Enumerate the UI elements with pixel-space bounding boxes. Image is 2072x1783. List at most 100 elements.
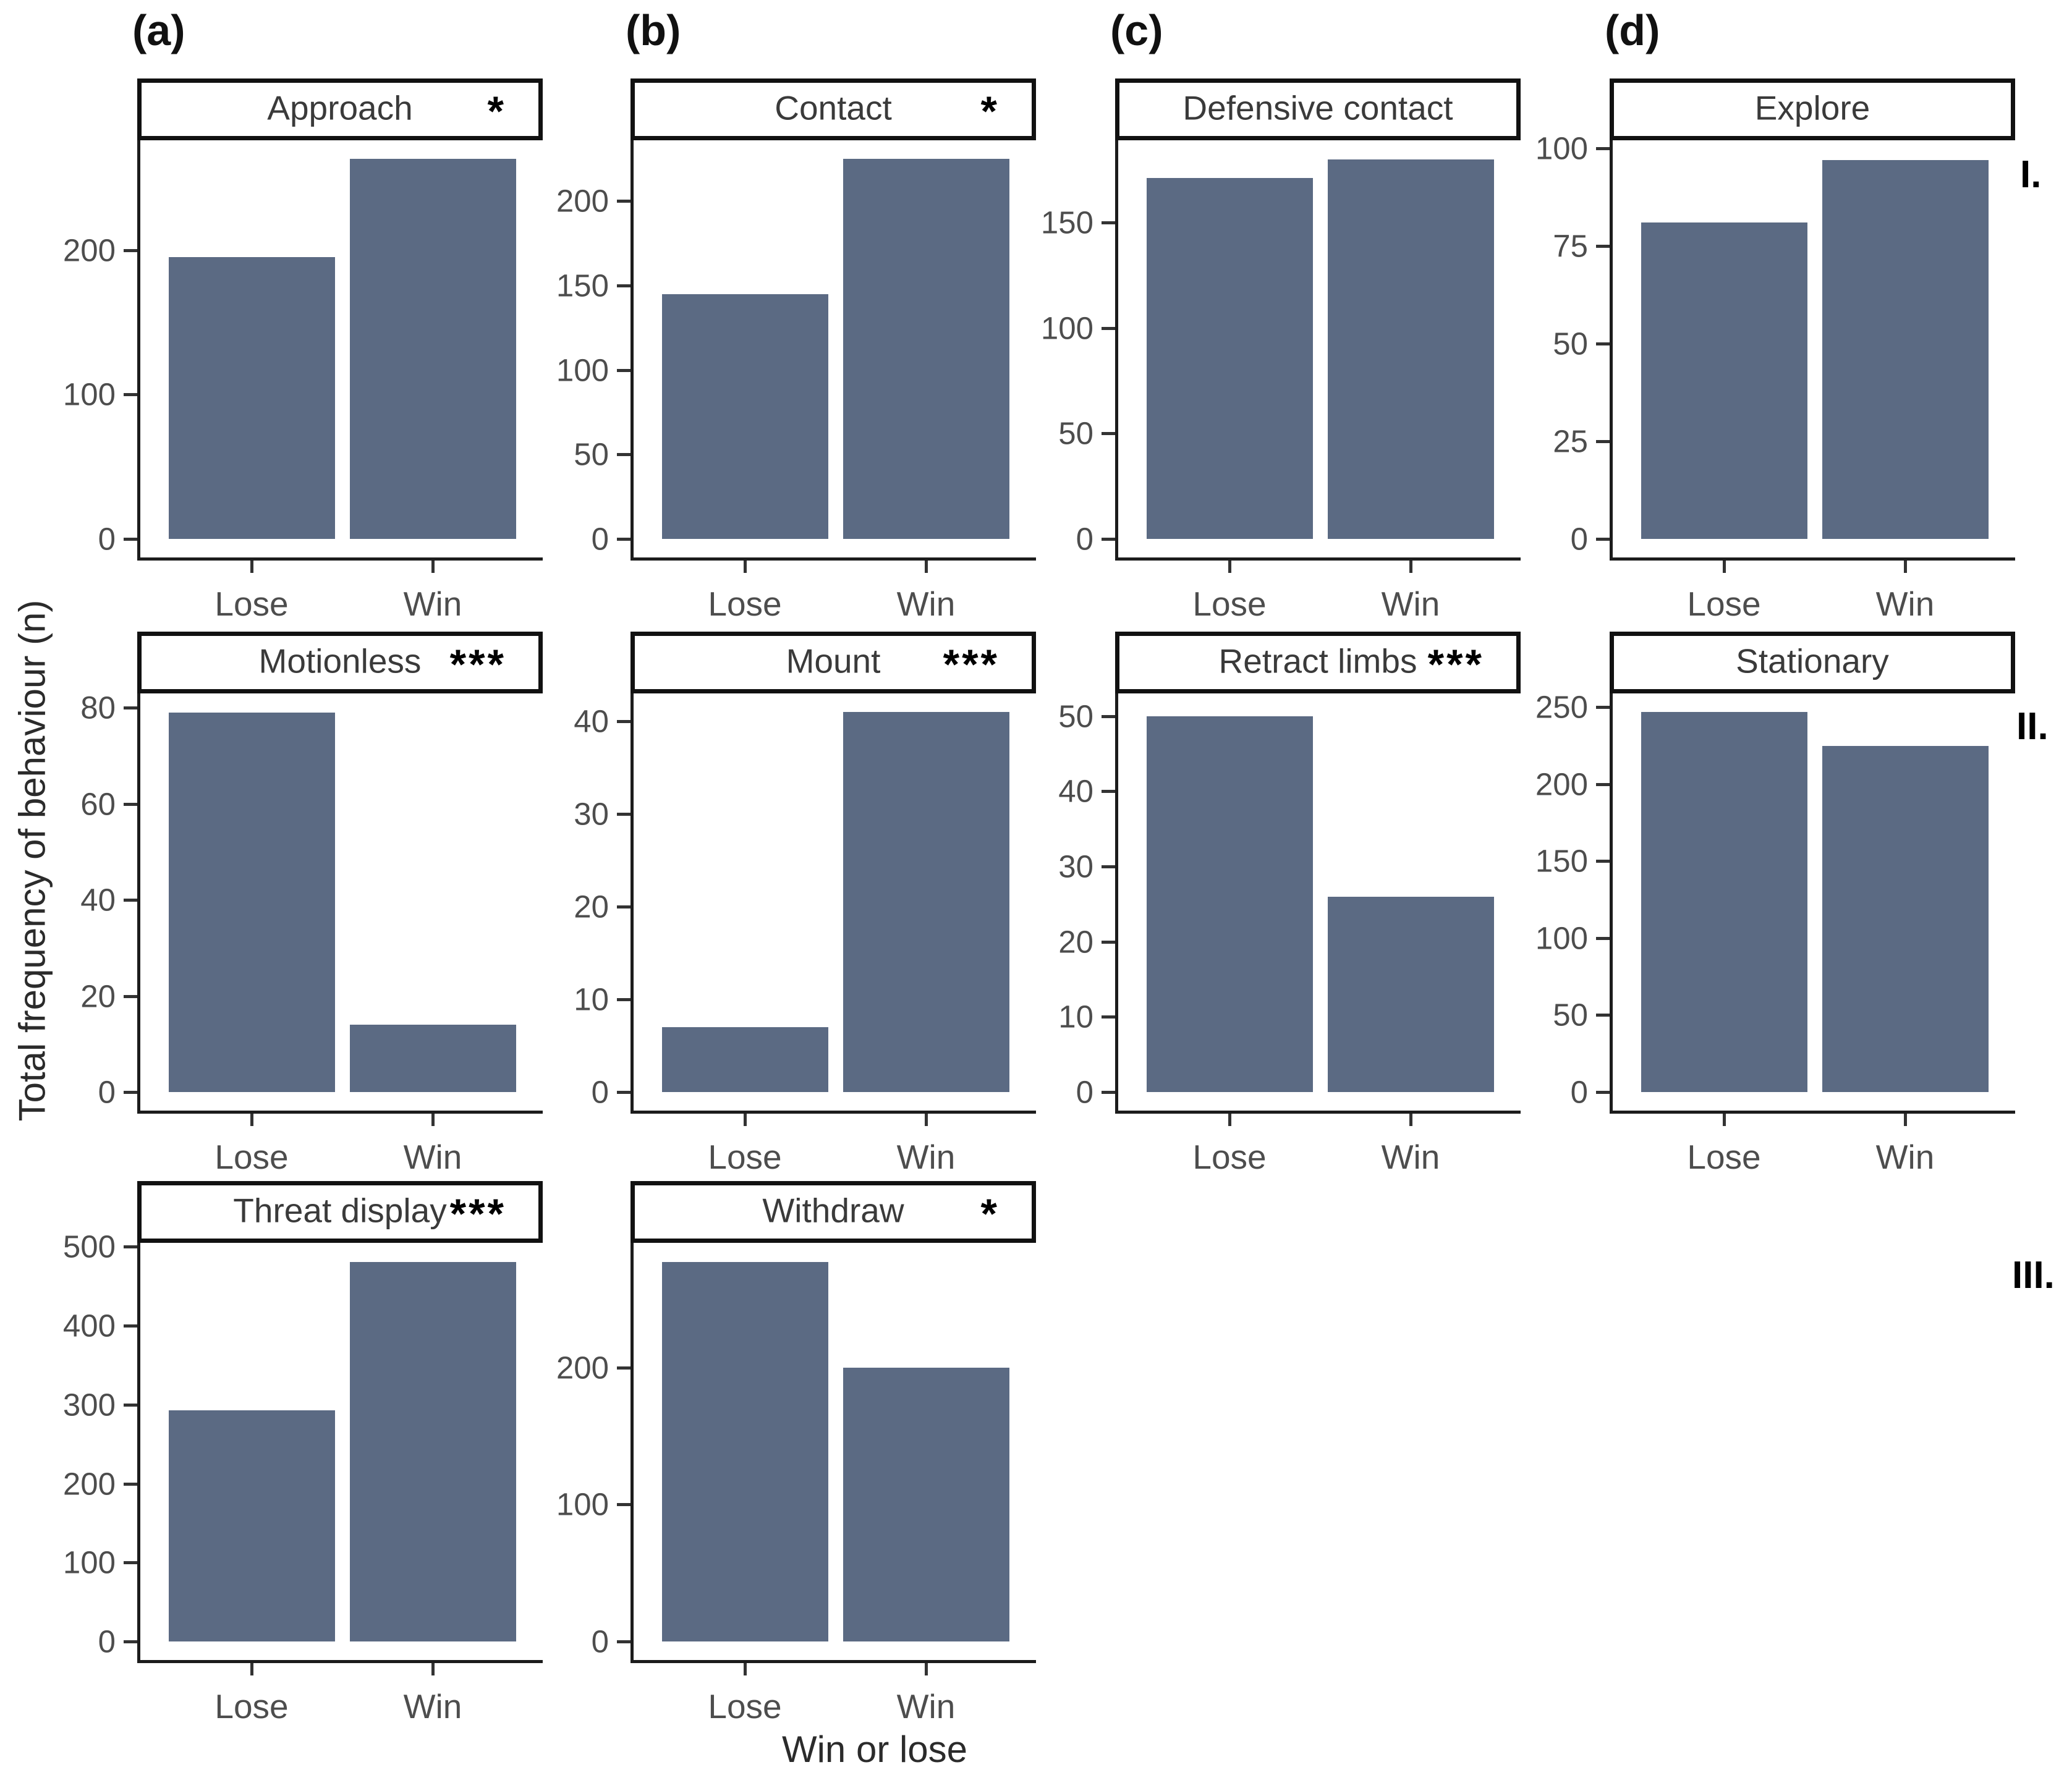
- y-tick: [617, 905, 631, 908]
- y-tick-label: 50: [574, 436, 609, 472]
- y-tick: [124, 803, 137, 806]
- significance-stars: ***: [943, 641, 1000, 688]
- plot-area-contact: 0 50 100 150 200: [556, 140, 1036, 561]
- y-tick-label: 200: [62, 1466, 116, 1502]
- y-tick: [617, 200, 631, 203]
- y-tick-label: 100: [1040, 310, 1093, 346]
- bar-win: [1328, 897, 1494, 1092]
- x-category-label-lose: Lose: [708, 1687, 782, 1726]
- y-tick-label: 50: [1058, 698, 1093, 734]
- x-tick: [431, 561, 435, 573]
- plot-area-withdraw: 0 100 200: [556, 1243, 1036, 1663]
- y-tick: [1102, 865, 1115, 868]
- facet-strip-withdraw: Withdraw *: [631, 1181, 1036, 1243]
- x-category-label-lose: Lose: [1192, 1138, 1267, 1176]
- x-category-label-lose: Lose: [214, 1687, 289, 1726]
- facet-strip-contact: Contact *: [631, 78, 1036, 140]
- bar-win: [1328, 159, 1494, 539]
- y-tick: [1102, 941, 1115, 944]
- y-tick-label: 30: [1058, 849, 1093, 884]
- y-tick: [1102, 221, 1115, 224]
- y-tick: [1102, 327, 1115, 330]
- y-tick-label: 0: [591, 1074, 609, 1110]
- y-tick: [617, 813, 631, 816]
- y-tick: [124, 1561, 137, 1564]
- x-category-label-win: Win: [1381, 1138, 1440, 1176]
- plot-area-explore: 0 25 50 75 100: [1535, 131, 2015, 561]
- significance-stars: ***: [1427, 641, 1484, 688]
- x-category-label-lose: Lose: [214, 585, 289, 623]
- y-tick-label: 250: [1535, 689, 1588, 725]
- y-tick-label: 150: [556, 268, 609, 303]
- y-tick: [617, 1091, 631, 1094]
- y-tick-label: 50: [1058, 415, 1093, 451]
- y-tick: [1596, 783, 1610, 786]
- y-tick: [124, 1404, 137, 1407]
- y-tick: [124, 1091, 137, 1094]
- panel-tag-explore: (d): [1605, 6, 1660, 54]
- y-tick-label: 10: [574, 981, 609, 1017]
- y-tick-label: 200: [1535, 766, 1588, 802]
- significance-stars: *: [980, 88, 1000, 135]
- plot-area-stationary: 0 50 100 150 200 250: [1535, 690, 2015, 1114]
- y-tick: [124, 1483, 137, 1486]
- y-tick-label: 80: [80, 690, 116, 726]
- y-tick: [1102, 538, 1115, 541]
- panel-defensive-contact: (c) Defensive contact 0 50 100 150 Lose Win: [973, 4, 1576, 641]
- y-tick-label: 50: [1553, 326, 1588, 362]
- x-category-label-lose: Lose: [214, 1138, 289, 1176]
- x-category-label-lose: Lose: [708, 1138, 782, 1176]
- bar-win: [1822, 160, 1989, 539]
- x-tick: [1228, 1114, 1231, 1126]
- y-tick: [1596, 538, 1610, 541]
- x-category-label-win: Win: [896, 1687, 956, 1726]
- y-tick: [124, 706, 137, 709]
- y-tick: [617, 284, 631, 287]
- facet-strip-motionless: Motionless ***: [137, 632, 543, 693]
- y-tick: [1102, 715, 1115, 718]
- significance-stars: ***: [449, 641, 506, 688]
- y-tick-label: 0: [591, 1624, 609, 1659]
- panel-tag-defensive-contact: (c): [1110, 6, 1163, 54]
- bar-lose: [1147, 716, 1313, 1092]
- y-tick: [1596, 342, 1610, 345]
- panel-threat-display: Threat display *** 0 100 200 300 400 500 Lose Win: [0, 1107, 598, 1743]
- y-tick-label: 20: [574, 889, 609, 925]
- y-tick: [1596, 147, 1610, 150]
- panel-approach: (a) Approach * 0 100 200 Lose Win: [0, 4, 598, 641]
- y-tick-label: 0: [98, 521, 116, 557]
- y-tick: [617, 1366, 631, 1370]
- y-tick: [1102, 432, 1115, 435]
- bar-win: [1822, 746, 1989, 1092]
- y-tick-label: 200: [556, 183, 609, 219]
- facet-strip-approach: Approach *: [137, 78, 543, 140]
- panel-mount: Mount *** 0 10 20 30 40 Lose Win: [488, 557, 1092, 1194]
- facet-title: Threat display: [233, 1191, 447, 1230]
- bar-lose: [662, 1027, 828, 1092]
- bar-win: [350, 1262, 516, 1641]
- x-tick: [1723, 561, 1726, 573]
- bar-lose: [662, 1262, 828, 1641]
- y-tick-label: 150: [1040, 205, 1093, 240]
- x-axis-title: Win or lose: [781, 1729, 968, 1770]
- x-tick: [250, 1663, 253, 1675]
- panel-contact: (b) Contact * 0 50 100 150 200 Lose Win: [488, 4, 1092, 641]
- y-tick-label: 300: [62, 1387, 116, 1423]
- y-tick-label: 40: [574, 703, 609, 739]
- x-tick: [1904, 561, 1907, 573]
- y-tick-label: 0: [98, 1074, 116, 1110]
- facet-title: Approach: [267, 88, 413, 127]
- y-tick-label: 75: [1553, 228, 1588, 264]
- x-category-label-win: Win: [896, 585, 956, 623]
- y-tick: [617, 998, 631, 1001]
- plot-area-threat-display: 0 100 200 300 400 500: [63, 1229, 543, 1663]
- y-tick: [1596, 706, 1610, 709]
- y-tick-label: 100: [1535, 130, 1588, 166]
- y-tick-label: 60: [80, 786, 116, 822]
- facet-title: Stationary: [1736, 642, 1889, 680]
- x-tick: [1228, 561, 1231, 573]
- x-tick: [744, 1663, 747, 1675]
- y-tick-label: 20: [1058, 924, 1093, 960]
- x-category-label-win: Win: [1875, 585, 1935, 623]
- y-tick: [1596, 440, 1610, 443]
